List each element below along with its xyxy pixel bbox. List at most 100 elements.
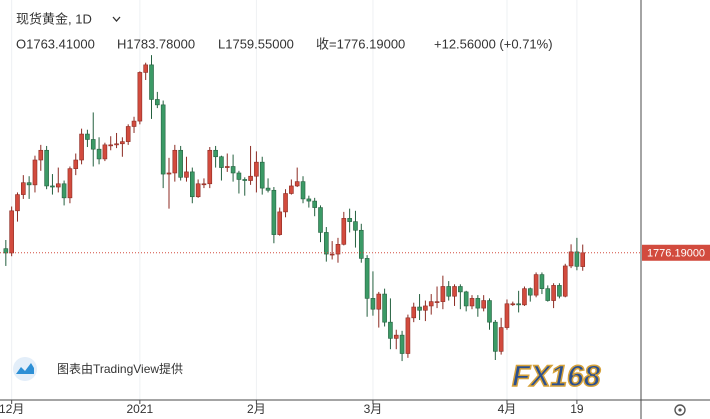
candle-body [224, 166, 230, 168]
candle-body [114, 143, 119, 146]
candle-body [3, 248, 9, 254]
candle-body [388, 321, 393, 339]
candle-body [458, 286, 463, 293]
candle-body [277, 211, 283, 235]
last-price-box [642, 244, 710, 261]
candle-body [90, 139, 96, 150]
candle-body [190, 171, 195, 198]
candle-body [178, 149, 183, 178]
candle-body [557, 285, 562, 297]
candle-body [15, 194, 20, 212]
grid [11, 0, 578, 400]
candle-body [399, 334, 405, 354]
candle-body [149, 64, 154, 100]
candle-body [417, 306, 422, 311]
candle-body [131, 120, 137, 127]
interval-caret[interactable] [112, 16, 121, 22]
candle-body [504, 303, 510, 328]
candle-body [335, 244, 341, 255]
candle-body [160, 104, 166, 175]
candle-body [50, 185, 55, 188]
candles [3, 55, 586, 362]
candle-body [108, 144, 114, 147]
x-tick-label: 4月 [498, 402, 517, 416]
candle-body [393, 334, 399, 339]
candle-body [318, 207, 323, 233]
candle-body [137, 72, 143, 122]
candle-body [38, 149, 44, 161]
candle-body [9, 210, 14, 254]
ohlc-change: +12.56000 (+0.71%) [434, 36, 553, 51]
candle-body [259, 161, 265, 189]
candle-body [481, 300, 486, 309]
candle-body [463, 291, 469, 307]
candle-body [195, 183, 201, 198]
candle-body [423, 305, 428, 311]
candle-body [79, 133, 84, 161]
candle-body [300, 181, 306, 200]
candle-body [294, 181, 300, 187]
candle-body [533, 274, 539, 296]
candle-body [265, 187, 271, 191]
chart-title: 现货黄金, 1D [16, 11, 92, 26]
candle-body [539, 274, 545, 289]
candle-body [341, 218, 347, 245]
candle-body [242, 179, 248, 181]
candle-body [487, 300, 492, 323]
candle-body [527, 288, 533, 296]
tradingview-logo [13, 357, 37, 381]
candle-body [446, 286, 452, 297]
candle-body [184, 171, 189, 178]
candle-body [580, 252, 586, 267]
candle-body [312, 200, 317, 208]
x-tick-label: 12月 [0, 402, 24, 416]
candle-body [120, 141, 125, 145]
candle-body [67, 168, 73, 199]
candle-body [376, 293, 382, 310]
candle-body [172, 149, 178, 174]
candle-body [230, 166, 236, 174]
logo: FX168 [512, 360, 601, 393]
candle-body [73, 159, 79, 169]
x-tick-label: 19 [570, 402, 584, 416]
candle-body [545, 288, 551, 301]
candle-body [96, 148, 102, 160]
candle-body [248, 175, 253, 181]
candle-body [85, 133, 90, 140]
candle-body [254, 161, 259, 177]
candle-body [236, 172, 242, 180]
ohlc-low: L1759.55000 [218, 36, 294, 51]
candle-body [155, 99, 160, 106]
candle-body [574, 251, 580, 267]
candle-body [452, 286, 457, 297]
candle-body [475, 298, 481, 309]
candle-body [568, 251, 574, 267]
candle-body [440, 286, 446, 302]
candle-body [329, 253, 335, 256]
candle-body [353, 221, 358, 231]
ohlc-close: 收=1776.19000 [316, 36, 405, 51]
candle-body [61, 183, 67, 199]
candle-body [405, 317, 411, 354]
settings-icon[interactable] [674, 404, 686, 416]
candle-body [44, 149, 49, 187]
candle-body [32, 159, 38, 186]
candle-body [562, 265, 568, 297]
candle-body [213, 149, 218, 158]
candle-body [55, 183, 61, 188]
x-tick-label: 2021 [127, 402, 154, 416]
candle-body [493, 321, 498, 352]
candle-body [469, 298, 475, 307]
candle-body [364, 258, 370, 299]
candle-body [516, 303, 521, 306]
candle-body [26, 182, 32, 186]
candle-body [358, 229, 364, 259]
candle-body [498, 327, 504, 352]
x-tick-label: 3月 [364, 402, 383, 416]
candle-body [522, 288, 527, 306]
ohlc-open: O1763.41000 [16, 36, 95, 51]
candle-body [434, 301, 440, 303]
candle-body [510, 303, 516, 306]
